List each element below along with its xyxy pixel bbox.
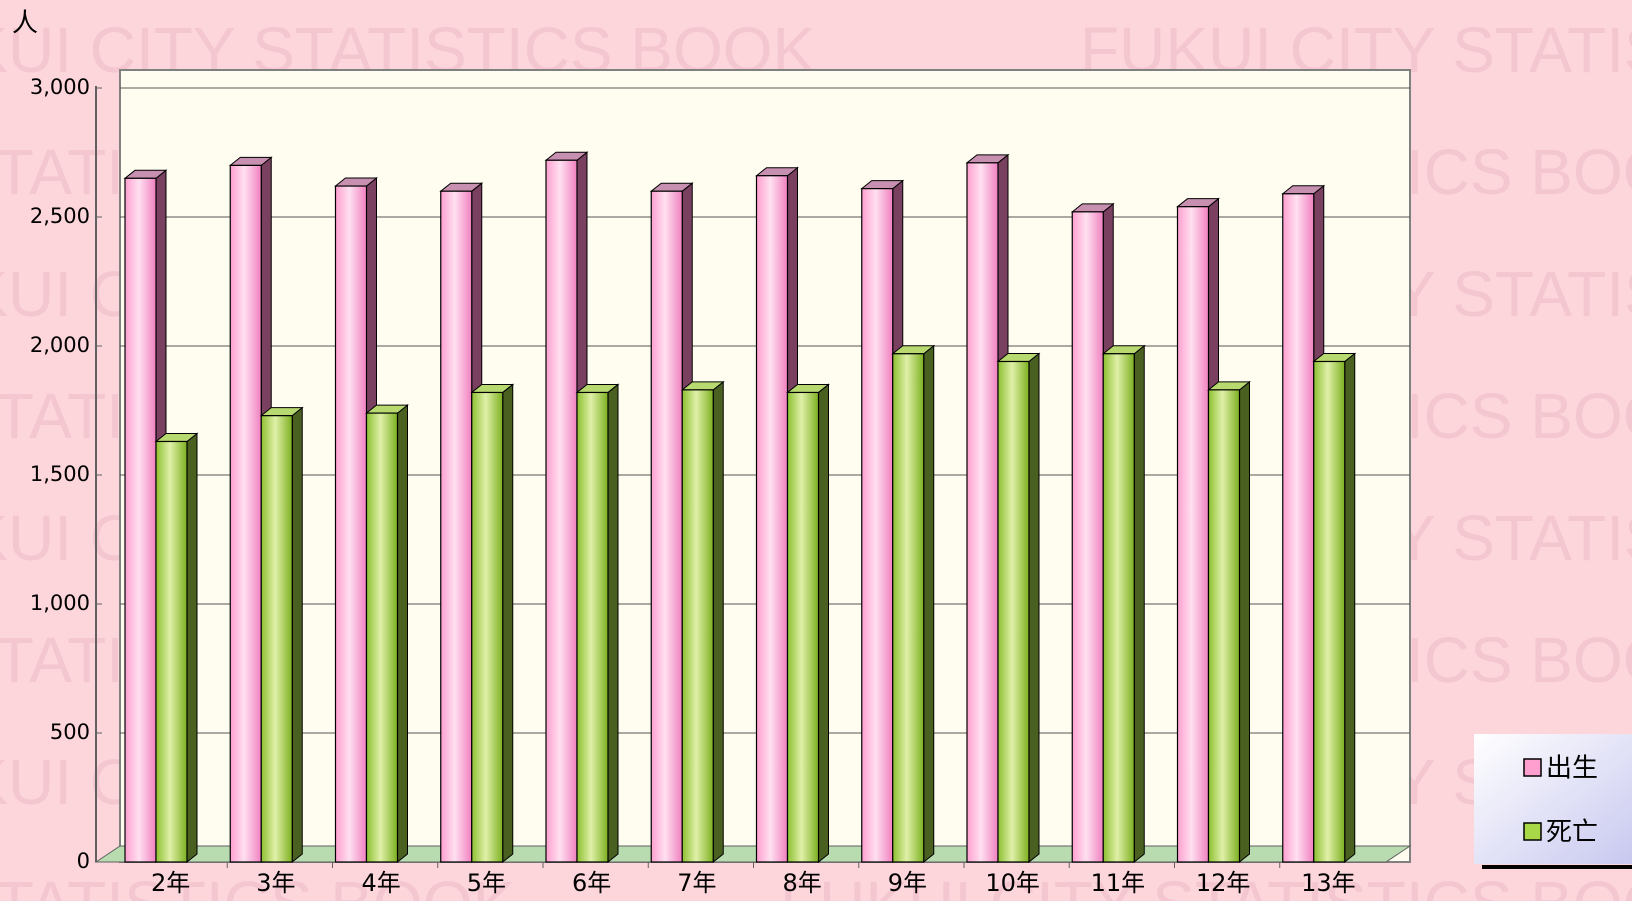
bar <box>1102 353 1135 863</box>
bar <box>365 412 399 863</box>
bar <box>786 391 820 863</box>
bar-side <box>818 383 829 864</box>
x-tick-label: 6年 <box>572 869 611 897</box>
legend-label: 死亡 <box>1546 818 1598 848</box>
y-tick-label: 2,500 <box>30 204 90 228</box>
x-tick-label: 8年 <box>782 869 821 897</box>
bar <box>650 190 683 863</box>
bar-side <box>502 383 514 864</box>
x-tick-label: 4年 <box>361 869 400 897</box>
watermark-text: FUKUI CITY STATISTICS BOOK <box>0 868 515 901</box>
x-tick-label: 5年 <box>467 869 506 897</box>
bar-side <box>291 406 303 864</box>
bar-side <box>1133 344 1145 864</box>
bar <box>334 185 368 863</box>
y-tick-label: 500 <box>50 720 90 744</box>
bar <box>1176 206 1210 863</box>
bar <box>1071 211 1104 863</box>
bar-side <box>923 344 935 864</box>
x-tick-label: 11年 <box>1091 869 1146 897</box>
x-tick-label: 12年 <box>1196 869 1251 897</box>
legend-label: 出生 <box>1546 754 1598 784</box>
y-axis-label: 人 <box>12 9 38 39</box>
bar <box>966 162 999 863</box>
x-tick-label: 10年 <box>985 869 1040 897</box>
bar-side <box>397 404 408 864</box>
bar-side <box>607 383 619 864</box>
y-tick-label: 1,500 <box>30 462 90 486</box>
bar <box>260 415 293 863</box>
legend-swatch <box>1523 822 1542 841</box>
bar <box>229 164 262 863</box>
legend-box <box>1474 734 1632 864</box>
bar <box>440 190 473 863</box>
bar-side <box>1344 352 1356 864</box>
bar <box>997 360 1030 863</box>
x-tick-label: 9年 <box>888 869 927 897</box>
y-tick-label: 0 <box>77 849 90 873</box>
y-tick-label: 3,000 <box>30 75 90 99</box>
bar <box>1313 360 1346 863</box>
bar <box>1282 193 1315 863</box>
bar <box>155 440 188 863</box>
bar <box>1207 389 1241 863</box>
bar <box>861 188 894 863</box>
y-tick-label: 2,000 <box>30 333 90 357</box>
bar <box>124 177 157 863</box>
bar-side <box>1239 380 1250 864</box>
bar <box>471 391 504 863</box>
bar <box>576 391 609 863</box>
bar <box>755 175 789 863</box>
y-tick-label: 1,000 <box>30 591 90 615</box>
bar <box>892 353 925 863</box>
x-tick-label: 3年 <box>256 869 295 897</box>
bar-side <box>186 432 198 864</box>
watermark-text: FUKUI CITY STATISTICS BOOK <box>780 868 1632 901</box>
bar-side <box>1028 352 1040 864</box>
bar <box>545 159 578 863</box>
legend-swatch <box>1523 758 1542 777</box>
x-tick-label: 13年 <box>1301 869 1356 897</box>
bar <box>681 389 714 863</box>
bar-side <box>712 380 724 864</box>
x-tick-label: 2年 <box>151 869 190 897</box>
x-tick-label: 7年 <box>677 869 716 897</box>
